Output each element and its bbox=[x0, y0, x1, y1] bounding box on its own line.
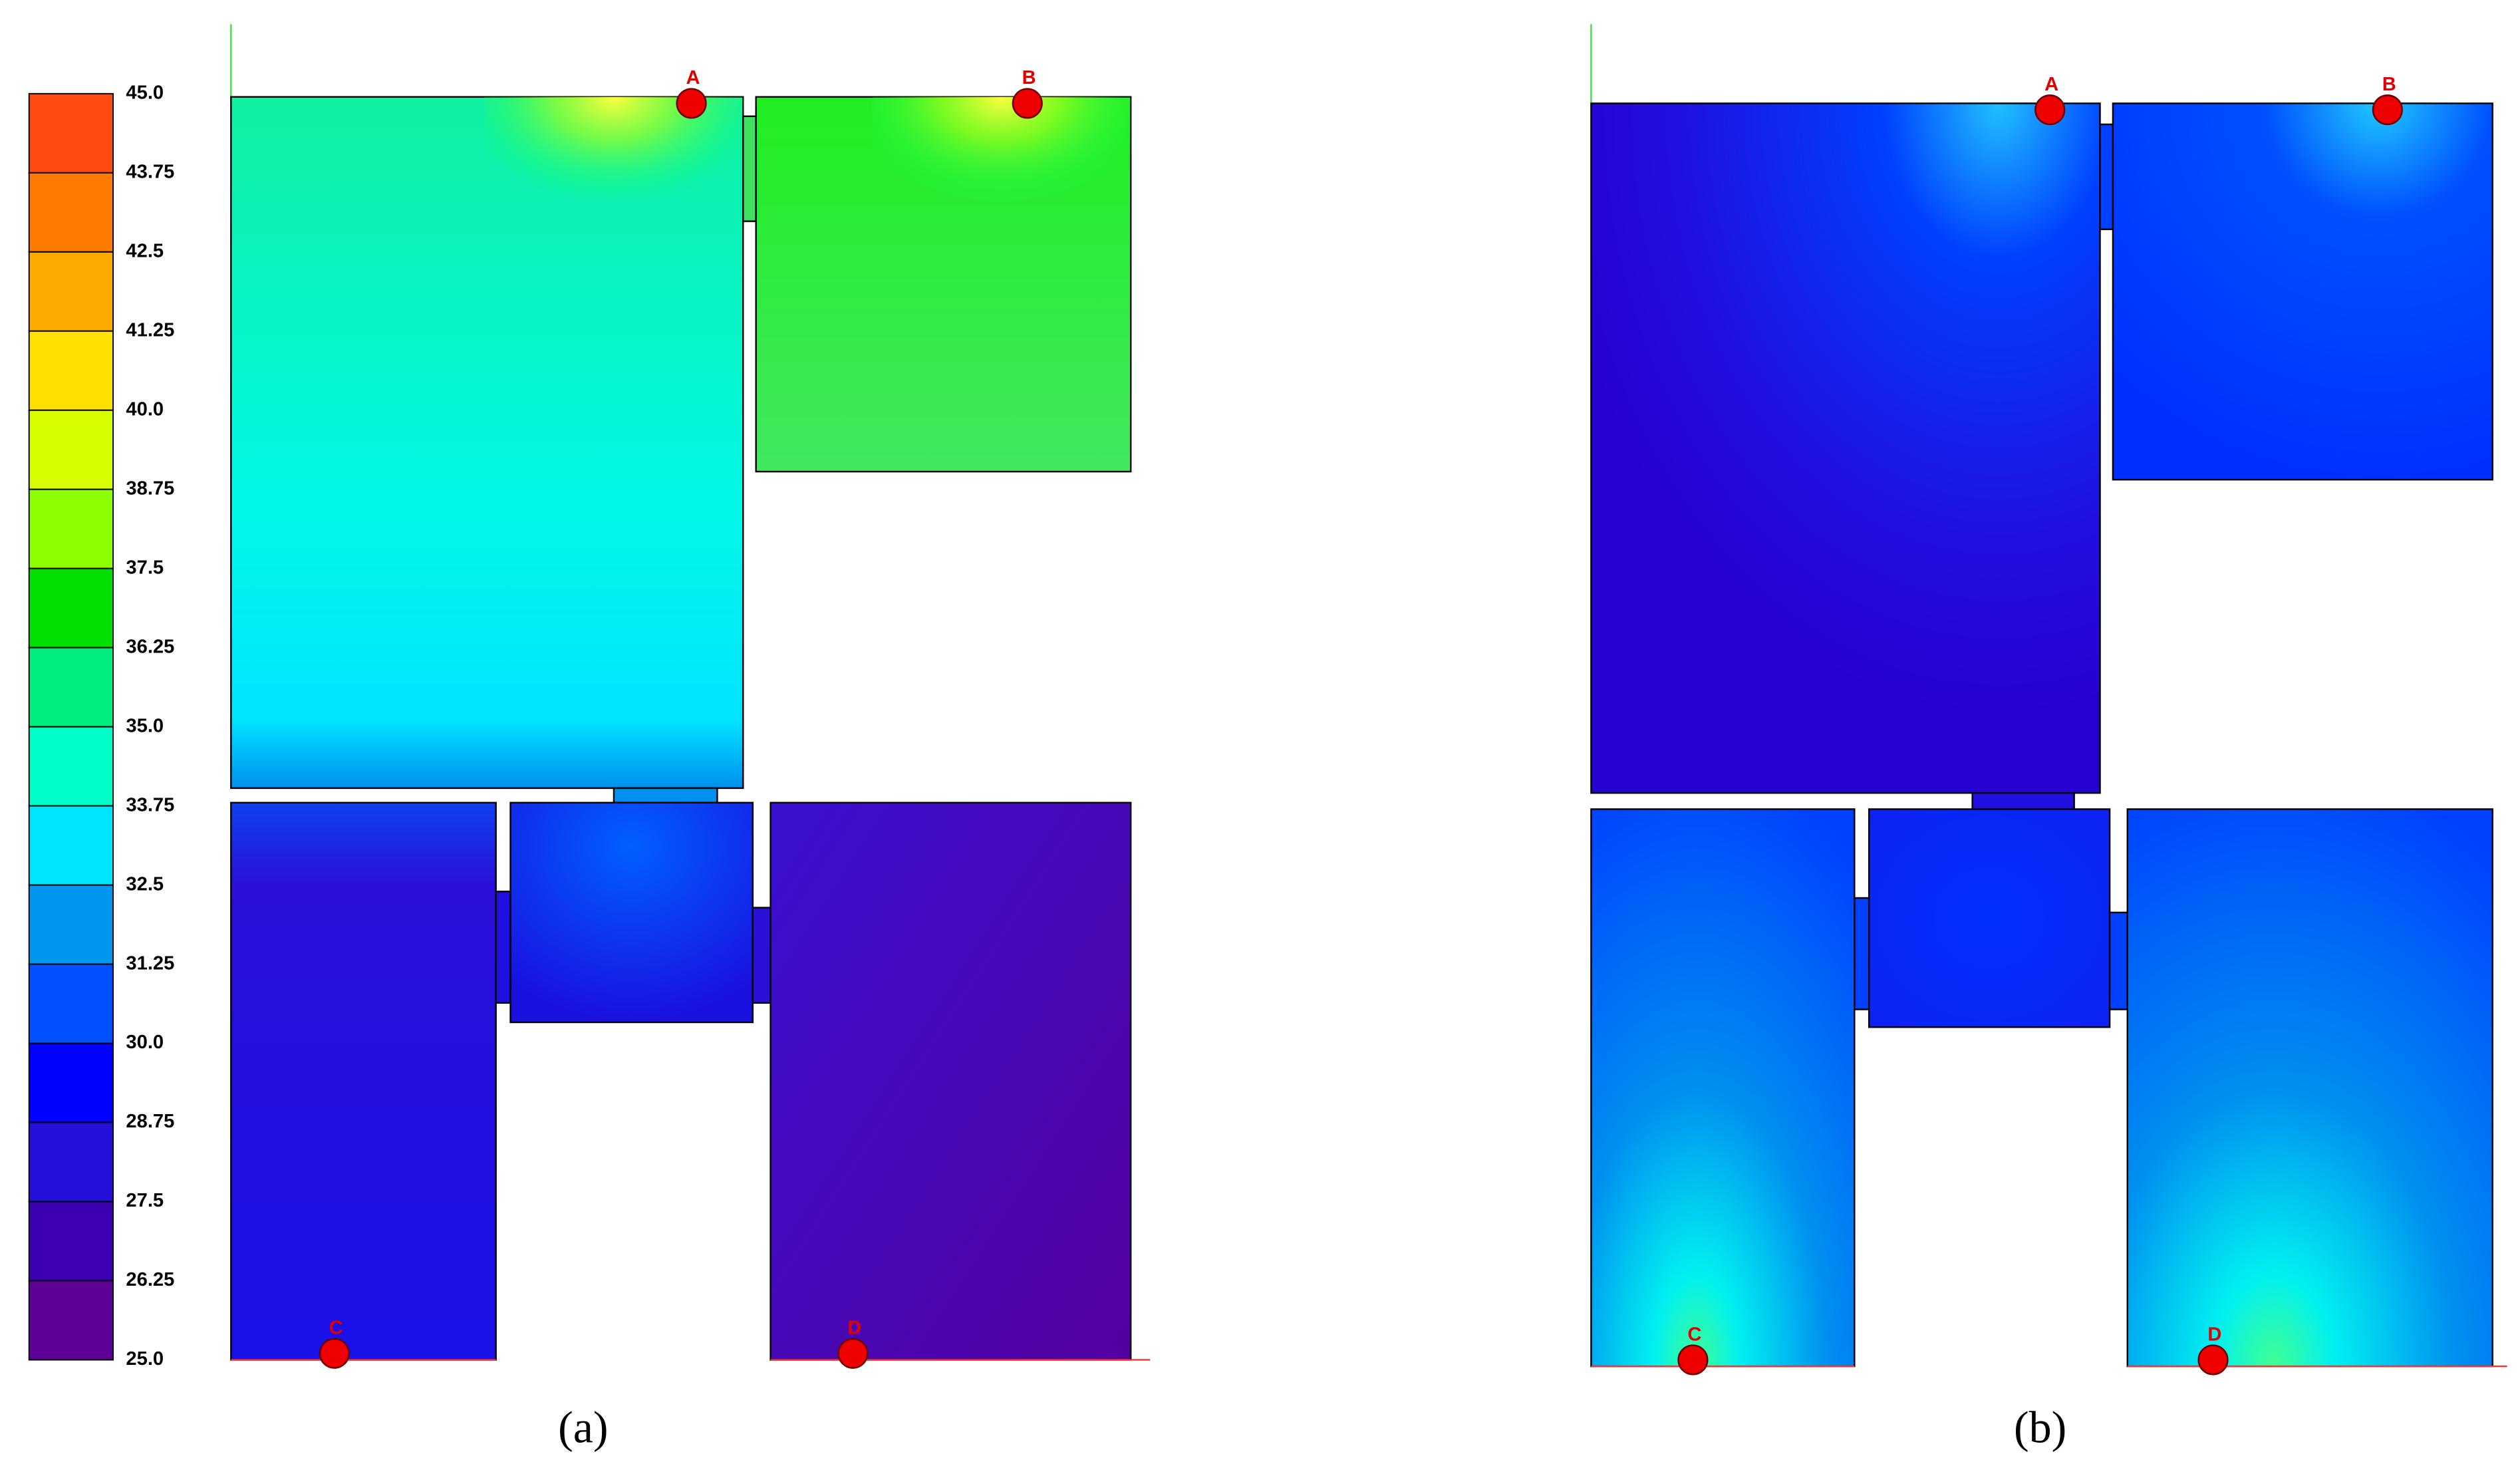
room bbox=[1868, 808, 2111, 1028]
sensor-points: A B C D A B C D bbox=[319, 67, 2403, 1376]
colorbar-band bbox=[28, 330, 114, 411]
door bbox=[2108, 911, 2129, 1010]
sensor-point bbox=[1677, 1344, 1709, 1376]
colorbar-tick-label: 25.0 bbox=[126, 1348, 164, 1370]
colorbar-band bbox=[28, 1121, 114, 1203]
panel-b: (b) bbox=[1590, 24, 2507, 1452]
door bbox=[752, 907, 771, 1004]
door bbox=[2099, 123, 2114, 231]
colorbar-tick-label: 33.75 bbox=[126, 794, 174, 815]
colorbar-band bbox=[28, 1201, 114, 1282]
colorbar-band bbox=[28, 251, 114, 332]
colorbar-band bbox=[28, 488, 114, 569]
door bbox=[742, 115, 757, 222]
door bbox=[1971, 792, 2075, 810]
sensor-point bbox=[2197, 1344, 2229, 1376]
room bbox=[509, 802, 754, 1024]
colorbar-band bbox=[28, 1042, 114, 1123]
colorbar-band bbox=[28, 726, 114, 807]
panel-label: (a) bbox=[558, 1401, 608, 1452]
sensor-label: C bbox=[1687, 1324, 1701, 1345]
colorbar-band bbox=[28, 409, 114, 490]
room bbox=[2126, 808, 2493, 1368]
room bbox=[230, 802, 497, 1361]
sensor-point bbox=[2372, 94, 2403, 126]
sensor-point bbox=[837, 1338, 869, 1369]
door bbox=[613, 787, 718, 803]
sensor-label: B bbox=[2382, 74, 2396, 95]
sensor-point bbox=[319, 1338, 350, 1369]
door bbox=[1854, 897, 1870, 1010]
sensor-label: D bbox=[2207, 1324, 2221, 1345]
sensor-point bbox=[1012, 88, 1043, 119]
colorbar-tick-label: 40.0 bbox=[126, 398, 164, 420]
sensor-label: A bbox=[686, 67, 700, 88]
room bbox=[770, 802, 1132, 1361]
sensor-point bbox=[2034, 94, 2066, 126]
colorbar-tick-label: 32.5 bbox=[126, 873, 164, 895]
colorbar-tick-label: 36.25 bbox=[126, 636, 174, 657]
colorbar-tick-label: 26.25 bbox=[126, 1269, 174, 1290]
colorbar-band bbox=[28, 963, 114, 1044]
sensor-label: B bbox=[1022, 67, 1036, 88]
sensor-label: A bbox=[2044, 74, 2058, 95]
door bbox=[495, 891, 511, 1004]
colorbar-tick-label: 35.0 bbox=[126, 715, 164, 736]
colorbar-band bbox=[28, 805, 114, 886]
colorbar-tick-label: 43.75 bbox=[126, 162, 174, 183]
colorbar-band bbox=[28, 1280, 114, 1361]
colorbar-band bbox=[28, 172, 114, 253]
sensor-label: C bbox=[329, 1318, 343, 1339]
room bbox=[1590, 808, 1856, 1368]
colorbar-tick-label: 28.75 bbox=[126, 1111, 174, 1132]
panel-a: (a) bbox=[230, 24, 1151, 1452]
colorbar-tick-label: 37.5 bbox=[126, 557, 164, 578]
colorbar-tick-label: 31.25 bbox=[126, 952, 174, 974]
hotspot bbox=[872, 96, 1131, 275]
colorbar-band bbox=[28, 647, 114, 728]
hotspot bbox=[484, 96, 744, 275]
colorbar-band bbox=[28, 884, 114, 965]
panel-label: (b) bbox=[2014, 1401, 2066, 1452]
colorbar: 45.0 43.75 42.5 41.25 40.0 38.75 37.5 36.25 35.0… bbox=[28, 82, 174, 1370]
colorbar-tick-label: 41.25 bbox=[126, 319, 174, 341]
room bbox=[2112, 102, 2493, 481]
colorbar-tick-label: 30.0 bbox=[126, 1032, 164, 1053]
room bbox=[1590, 102, 2101, 794]
colorbar-band bbox=[28, 567, 114, 649]
sensor-point bbox=[676, 88, 707, 119]
colorbar-tick-label: 38.75 bbox=[126, 478, 174, 499]
colorbar-band bbox=[28, 92, 114, 174]
colorbar-tick-label: 42.5 bbox=[126, 240, 164, 261]
sensor-label: D bbox=[847, 1318, 861, 1339]
colorbar-tick-label: 45.0 bbox=[126, 82, 164, 104]
colorbar-tick-label: 27.5 bbox=[126, 1190, 164, 1211]
